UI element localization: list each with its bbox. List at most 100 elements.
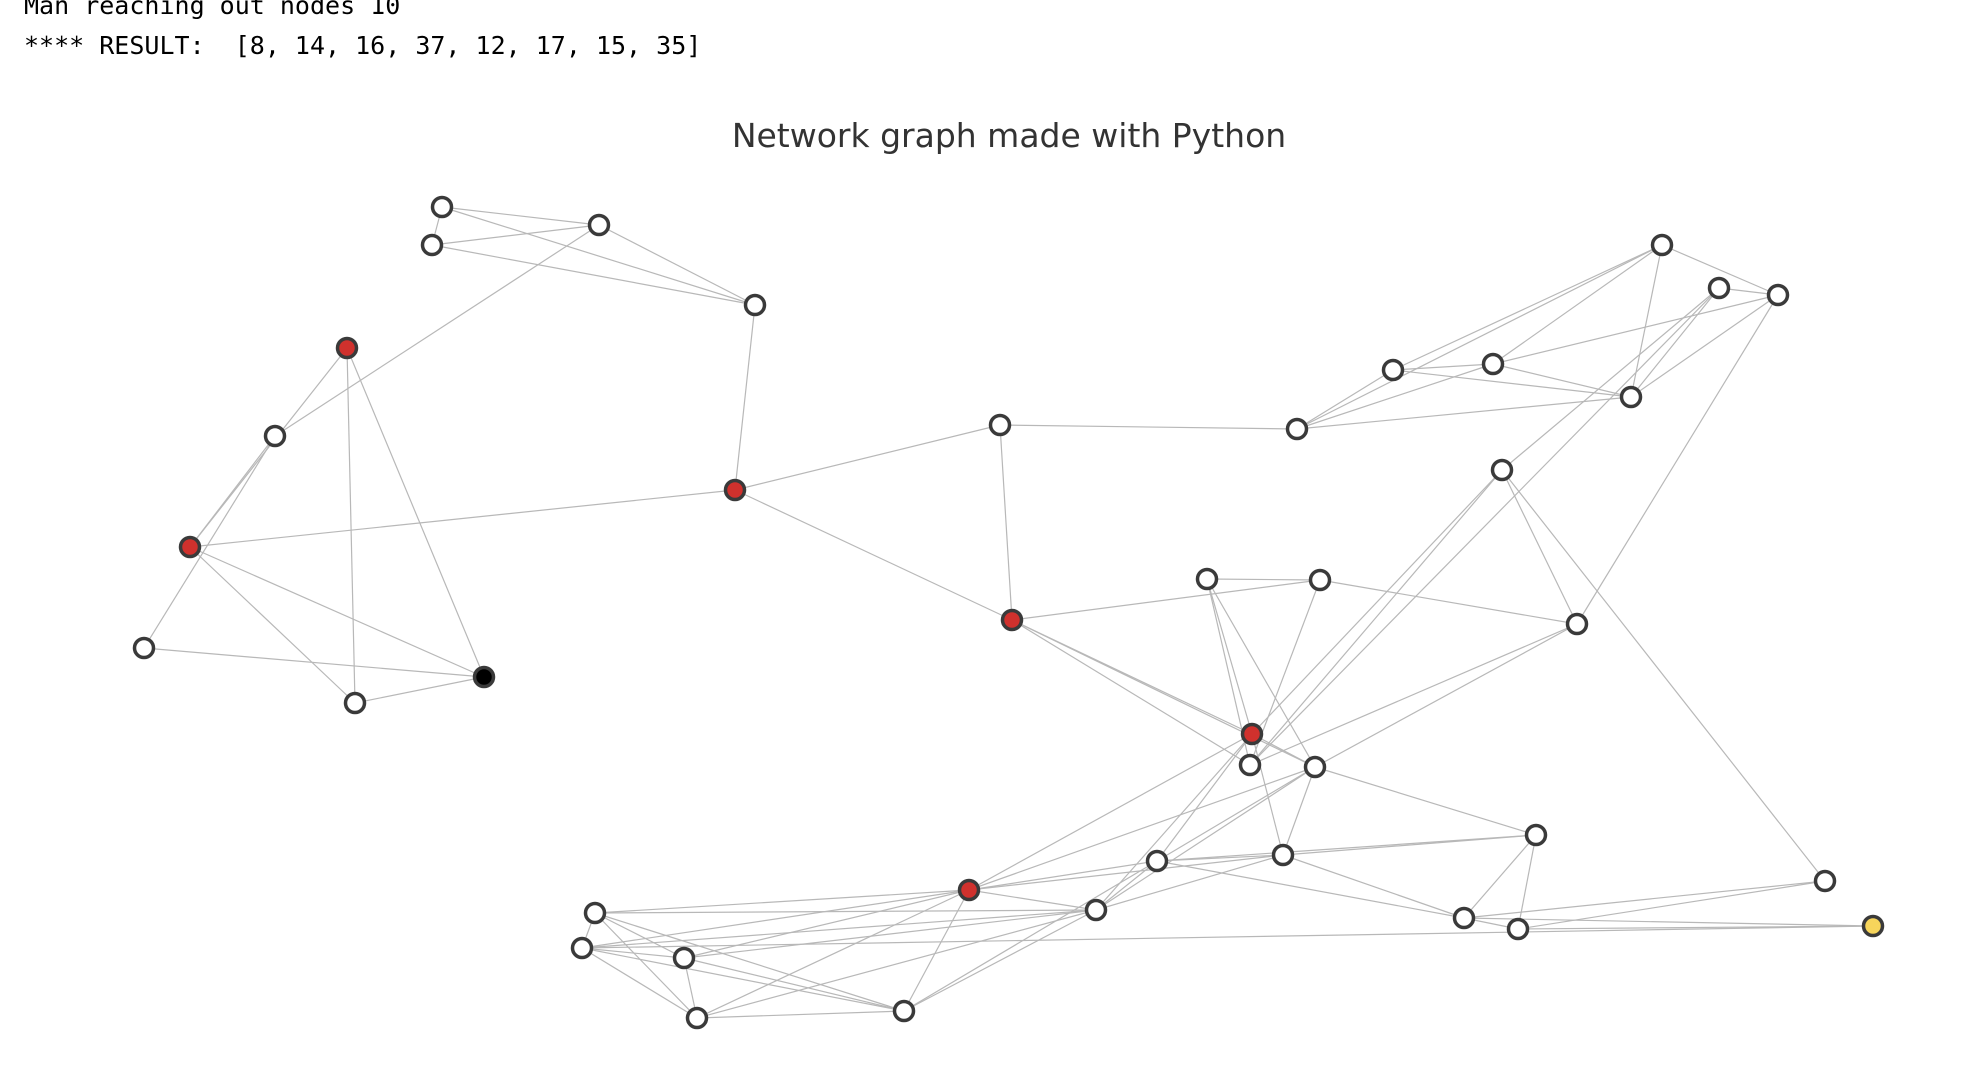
graph-node-end[interactable] [472,665,496,689]
graph-node-default[interactable] [988,413,1012,437]
graph-node-default[interactable] [132,636,156,660]
console-result-line: **** RESULT: [8, 14, 16, 37, 12, 17, 15,… [24,31,702,60]
graph-node-default[interactable] [1813,869,1837,893]
graph-edge [1492,363,1632,398]
graph-node-path[interactable] [178,535,202,559]
graph-edge [594,909,1097,914]
graph-node-default[interactable] [1565,612,1589,636]
graph-node-path[interactable] [1240,722,1264,746]
graph-node-default[interactable] [1650,233,1674,257]
graph-node-default[interactable] [1285,417,1309,441]
graph-node-default[interactable] [1766,283,1790,307]
graph-edge [1392,244,1663,371]
graph-node-default[interactable] [1381,358,1405,382]
graph-node-default[interactable] [1084,898,1108,922]
graph-edge [1501,469,1578,625]
graph-node-default[interactable] [570,936,594,960]
graph-node-default[interactable] [1452,906,1476,930]
graph-edge [1492,294,1779,365]
graph-node-default[interactable] [1506,917,1530,941]
graph-edge [346,347,485,678]
graph-node-default[interactable] [583,901,607,925]
graph-edge [1517,834,1537,930]
graph-node-path[interactable] [1000,608,1024,632]
graph-node-default[interactable] [1238,753,1262,777]
graph-edge [968,889,1097,911]
graph-edge [581,925,1874,949]
graph-edge [189,546,356,704]
graph-edge [1249,469,1503,766]
graph-edge [274,224,600,437]
graph-edge [1011,619,1316,768]
graph-edge [1463,917,1874,927]
graph-edge [1095,733,1253,911]
graph-edge [1156,854,1284,862]
graph-node-default[interactable] [420,233,444,257]
graph-node-path[interactable] [723,478,747,502]
graph-edge [1463,880,1826,919]
graph-edge [1661,244,1779,296]
graph-node-default[interactable] [1490,458,1514,482]
graph-node-default[interactable] [892,999,916,1023]
graph-edge [594,889,970,914]
graph-edge [1392,369,1632,398]
graph-node-default[interactable] [1271,843,1295,867]
graph-node-default[interactable] [1707,276,1731,300]
graph-node-start[interactable] [1861,914,1885,938]
graph-edge [999,424,1013,621]
graph-node-default[interactable] [685,1006,709,1030]
graph-edge [1576,294,1779,625]
console-output: Man reaching out nodes 10 **** RESULT: [… [24,0,701,66]
graph-edge [1251,733,1284,856]
graph-edge [1011,579,1321,621]
graph-edge [696,909,1097,1019]
graph-edge [683,909,1097,959]
graph-node-default[interactable] [1524,823,1548,847]
graph-edge [189,347,348,548]
graph-node-default[interactable] [1308,568,1332,592]
graph-edge [1156,733,1253,862]
graph-edge [968,766,1316,891]
graph-edge [1206,578,1316,768]
graph-node-default[interactable] [1303,755,1327,779]
graph-edge [431,244,756,306]
graph-edge [734,424,1001,491]
graph-edge [143,647,485,678]
graph-edge [1630,244,1663,398]
graph-node-default[interactable] [672,946,696,970]
graph-edge [1314,766,1537,836]
graph-edge [1095,854,1284,911]
graph-node-path[interactable] [335,336,359,360]
graph-edge [903,860,1158,1012]
graph-edge [581,889,970,949]
graph-edge [581,909,1097,949]
graph-edge [1319,579,1578,625]
graph-node-default[interactable] [430,195,454,219]
graph-edge [1282,854,1465,919]
graph-edge [734,489,1013,621]
graph-edge [598,224,756,306]
graph-edge [1501,469,1826,882]
graph-edge [1156,860,1465,919]
graph-node-default[interactable] [1619,385,1643,409]
graph-node-default[interactable] [263,424,287,448]
graph-edge [594,912,685,959]
graph-edge [1630,294,1779,398]
graph-node-default[interactable] [743,293,767,317]
graph-edge [683,957,905,1012]
graph-node-path[interactable] [957,878,981,902]
graph-edge [1492,244,1663,365]
graph-node-default[interactable] [1481,352,1505,376]
graph-node-default[interactable] [1195,567,1219,591]
graph-edge [1296,244,1663,430]
graph-node-default[interactable] [343,691,367,715]
graph-edge [431,224,600,246]
graph-edge [581,947,685,959]
graph-edge [346,347,356,704]
graph-node-default[interactable] [1145,849,1169,873]
graph-node-default[interactable] [587,213,611,237]
graph-edge [734,304,756,491]
graph-edge [696,1010,905,1019]
graph-edge [968,733,1253,891]
graph-edge [581,947,905,1012]
